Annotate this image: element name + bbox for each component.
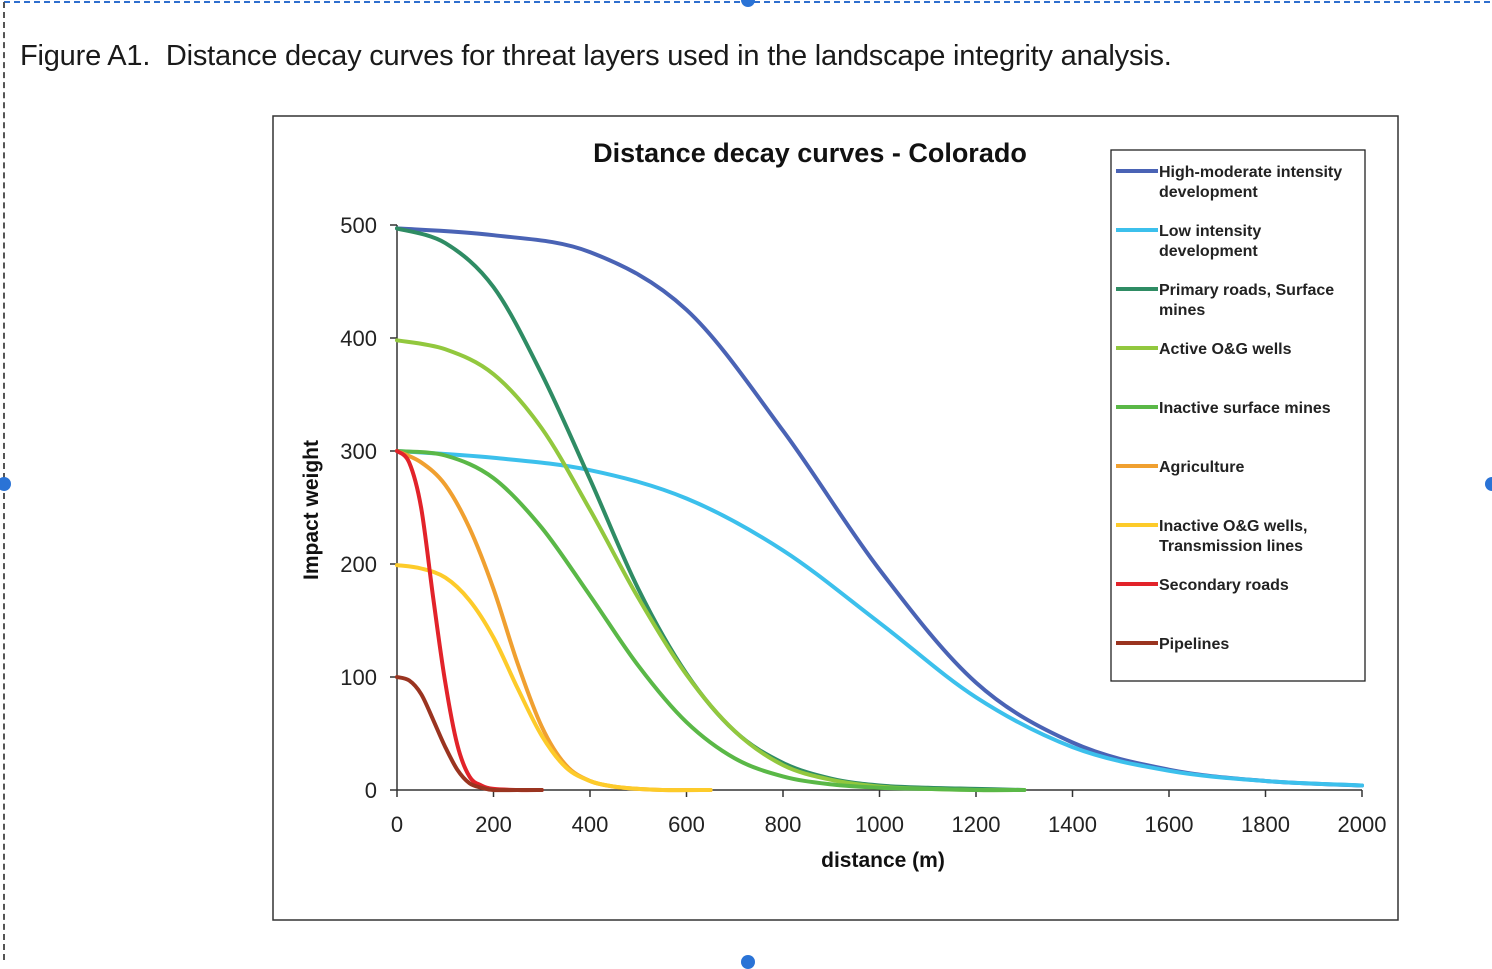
legend-label-high-moderate-intensity-development: High-moderate intensity: [1159, 164, 1342, 181]
x-axis-title: distance (m): [821, 849, 945, 872]
legend-label-inactive-o-g-wells-transmission-lines: Inactive O&G wells,: [1159, 518, 1308, 535]
resize-handle-top[interactable]: [741, 0, 755, 7]
x-tick-label: 400: [572, 812, 609, 837]
x-tick-label: 0: [391, 812, 403, 837]
legend-label-inactive-o-g-wells-transmission-lines: Transmission lines: [1159, 538, 1303, 555]
y-tick-label: 100: [340, 665, 377, 690]
y-tick-label: 400: [340, 326, 377, 351]
legend-label-primary-roads-surface-mines: mines: [1159, 302, 1205, 319]
x-tick-label: 200: [475, 812, 512, 837]
legend-label-low-intensity-development: Low intensity: [1159, 223, 1261, 240]
resize-handle-right[interactable]: [1485, 477, 1492, 491]
series-line-inactive-surface-mines: [395, 449, 1027, 793]
y-tick-label: 500: [340, 213, 377, 238]
legend-label-agriculture: Agriculture: [1159, 459, 1244, 476]
legend-label-high-moderate-intensity-development: development: [1159, 184, 1258, 201]
legend-box: [1110, 149, 1366, 682]
y-tick-label: 200: [340, 552, 377, 577]
y-axis-title: Impact weight: [300, 440, 323, 580]
legend-label-active-o-g-wells: Active O&G wells: [1159, 341, 1292, 358]
x-tick-label: 600: [668, 812, 705, 837]
x-tick-label: 1400: [1048, 812, 1097, 837]
figure-caption: Figure A1. Distance decay curves for thr…: [20, 40, 1172, 72]
legend-label-secondary-roads: Secondary roads: [1159, 577, 1289, 594]
x-tick-label: 1800: [1241, 812, 1290, 837]
series-line-pipelines: [395, 675, 544, 793]
legend-label-pipelines: Pipelines: [1159, 636, 1229, 653]
x-tick-label: 2000: [1338, 812, 1387, 837]
legend-label-inactive-surface-mines: Inactive surface mines: [1159, 400, 1331, 417]
resize-handle-left[interactable]: [0, 477, 11, 491]
x-tick-label: 1000: [855, 812, 904, 837]
x-tick-label: 1600: [1145, 812, 1194, 837]
chart-title: Distance decay curves - Colorado: [593, 138, 1027, 168]
x-tick-label: 800: [765, 812, 802, 837]
x-tick-label: 1200: [952, 812, 1001, 837]
legend-label-primary-roads-surface-mines: Primary roads, Surface: [1159, 282, 1334, 299]
y-tick-label: 300: [340, 439, 377, 464]
y-tick-label: 0: [365, 778, 377, 803]
series-line-low-intensity-development: [395, 449, 1364, 788]
series-line-inactive-o-g-wells-transmission-lines: [395, 563, 713, 793]
legend-label-low-intensity-development: development: [1159, 243, 1258, 260]
